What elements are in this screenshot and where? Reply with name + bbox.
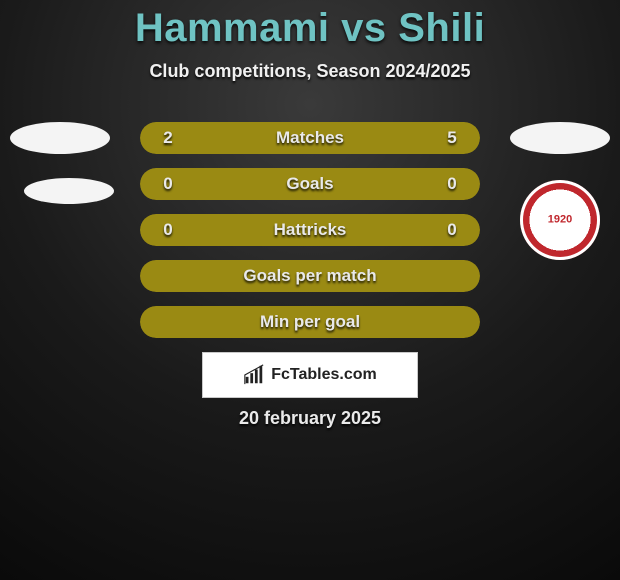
player-left-portrait bbox=[10, 122, 110, 154]
stat-label: Goals bbox=[286, 174, 333, 194]
stat-label: Min per goal bbox=[260, 312, 360, 332]
stat-left-value: 0 bbox=[148, 214, 188, 246]
attribution-label: FcTables.com bbox=[271, 366, 377, 384]
date-label: 20 february 2025 bbox=[0, 408, 620, 429]
stat-row-min-per-goal: Min per goal bbox=[140, 306, 480, 338]
player-right-portrait bbox=[510, 122, 610, 154]
infographic: Hammami vs Shili Club competitions, Seas… bbox=[0, 0, 620, 580]
stats-panel: 2 5 Matches 0 0 Goals 0 0 Hattricks Goals per mat… bbox=[140, 122, 480, 352]
stat-left-value: 0 bbox=[148, 168, 188, 200]
stat-left-value: 2 bbox=[148, 122, 188, 154]
stat-row-hattricks: 0 0 Hattricks bbox=[140, 214, 480, 246]
bar-chart-icon bbox=[243, 364, 265, 386]
stat-row-goals: 0 0 Goals bbox=[140, 168, 480, 200]
club-left-badge bbox=[24, 178, 114, 204]
club-right-badge: 1920 bbox=[520, 180, 600, 260]
stat-row-matches: 2 5 Matches bbox=[140, 122, 480, 154]
stat-right-value: 0 bbox=[432, 168, 472, 200]
page-title: Hammami vs Shili bbox=[0, 0, 620, 51]
stat-label: Hattricks bbox=[274, 220, 347, 240]
club-right-year: 1920 bbox=[548, 215, 572, 226]
stat-row-goals-per-match: Goals per match bbox=[140, 260, 480, 292]
attribution-box: FcTables.com bbox=[202, 352, 418, 398]
stat-right-value: 0 bbox=[432, 214, 472, 246]
page-subtitle: Club competitions, Season 2024/2025 bbox=[0, 61, 620, 82]
stat-label: Matches bbox=[276, 128, 344, 148]
stat-label: Goals per match bbox=[243, 266, 376, 286]
stat-right-value: 5 bbox=[432, 122, 472, 154]
